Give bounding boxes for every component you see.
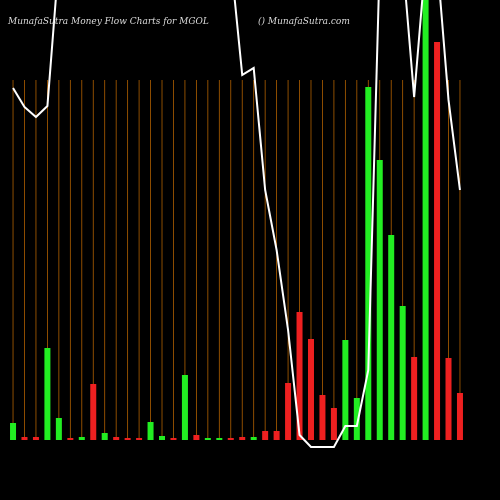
bar — [365, 87, 372, 440]
bar — [21, 437, 28, 440]
price-line — [12, 0, 461, 448]
bar — [239, 437, 246, 440]
bar — [227, 438, 234, 440]
bars — [10, 0, 463, 440]
bar — [44, 348, 51, 440]
bar — [193, 435, 200, 440]
bar — [113, 437, 120, 440]
bar — [250, 437, 257, 440]
bar — [159, 436, 166, 440]
bar — [67, 438, 74, 440]
bar — [32, 437, 39, 440]
bar — [136, 438, 143, 440]
bar — [399, 306, 406, 440]
bar — [319, 395, 326, 440]
bar — [307, 339, 314, 440]
bar — [273, 431, 280, 440]
bar — [434, 42, 441, 440]
bar — [10, 423, 17, 440]
line-layer — [12, 0, 461, 448]
bar — [55, 418, 62, 440]
bar — [78, 437, 85, 440]
bar — [216, 438, 223, 440]
bar — [330, 408, 337, 440]
bar — [262, 431, 269, 440]
bar — [170, 438, 177, 440]
bar — [456, 393, 463, 440]
bar — [353, 398, 360, 440]
bar — [422, 0, 429, 440]
chart-subtitle: () MunafaSutra.com — [258, 16, 350, 27]
bar — [445, 358, 452, 440]
bar — [376, 160, 383, 440]
bar — [124, 438, 131, 440]
bar — [147, 422, 154, 440]
bar — [285, 383, 292, 440]
bar — [296, 312, 303, 440]
bar — [204, 438, 211, 440]
chart-title: MunafaSutra Money Flow Charts for MGOL — [7, 17, 209, 27]
bar — [90, 384, 97, 440]
bar — [342, 340, 349, 440]
bar — [388, 235, 395, 440]
bar — [411, 357, 418, 440]
bar — [181, 375, 188, 440]
bar — [101, 433, 108, 440]
